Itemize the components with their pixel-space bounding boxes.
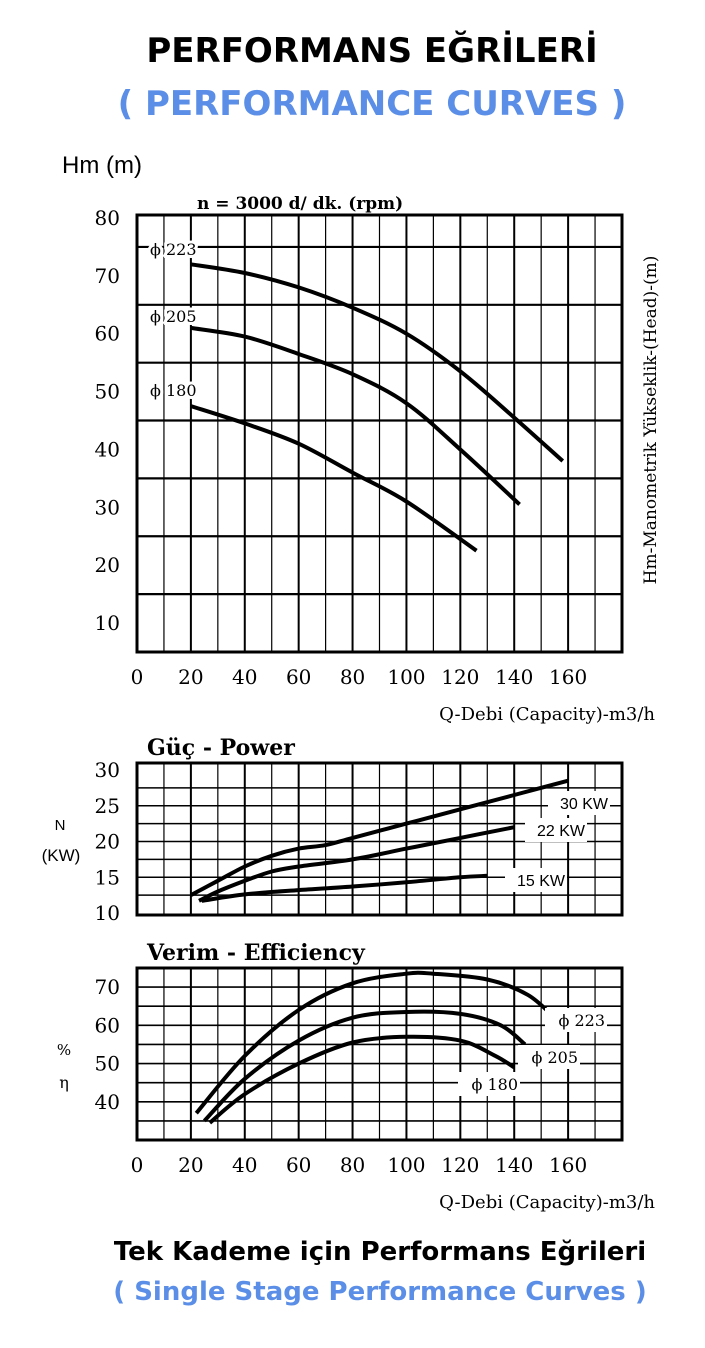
series-label-background [505,868,567,892]
y-tick-label: 30 [95,495,120,519]
series-label: 15 KW [517,873,566,890]
series-label-background [545,1008,607,1032]
power-tick-labels: 10 15 20 25 30 [95,758,120,925]
x-tick-label: 100 [387,1153,425,1177]
x-tick-label: 80 [340,665,365,689]
x-tick-label: 0 [131,665,144,689]
series-label: 22 KW [537,823,586,840]
efficiency-grid [135,966,624,1142]
series-label: ϕ 205 [150,307,197,326]
x-tick-label: 160 [549,665,587,689]
series-label-background [525,818,587,842]
series-label: ϕ 180 [471,1075,518,1094]
y-tick-label: 10 [95,611,120,635]
power-chart-title: Güç - Power [147,735,295,761]
efficiency-y-axis-label-2: η [59,1073,69,1092]
series-label-background [518,1045,580,1069]
series-line [202,1009,527,1123]
head-x-axis-label: Q-Debi (Capacity)-m3/h [439,704,655,725]
head-series: ϕ 223 ϕ 205 ϕ 180 [147,237,565,553]
x-tick-label: 40 [232,1153,257,1177]
power-y-axis-label-1: N [55,817,66,834]
y-tick-label: 20 [95,830,120,854]
x-tick-label: 120 [441,1153,479,1177]
head-tick-labels: 10 20 30 40 50 60 70 80 0 20 40 60 80 100 120 140 160 [95,206,588,689]
x-tick-label: 160 [549,1153,587,1177]
y-tick-label: 70 [95,975,120,999]
y-tick-label: 20 [95,553,120,577]
x-tick-label: 100 [387,665,425,689]
y-tick-label: 60 [95,322,120,346]
y-tick-label: 25 [95,794,120,818]
series-label: ϕ 223 [558,1011,605,1030]
y-tick-label: 60 [95,1013,120,1037]
page-title: PERFORMANS EĞRİLERİ [146,30,597,71]
x-tick-label: 0 [131,1153,144,1177]
x-tick-label: 80 [340,1153,365,1177]
series-line [189,778,569,897]
y-tick-label: 30 [95,758,120,782]
page-subtitle: ( PERFORMANCE CURVES ) [118,84,627,124]
y-tick-label: 70 [95,264,120,288]
power-series: 30 KW 22 KW 15 KW [189,778,610,903]
efficiency-tick-labels: 40 50 60 70 0 20 40 60 80 100 120 140 160 [95,975,588,1177]
series-line [201,873,488,903]
x-tick-label: 140 [495,1153,533,1177]
x-tick-label: 20 [178,1153,203,1177]
series-label: ϕ 180 [150,381,197,400]
y-tick-label: 80 [95,206,120,230]
y-tick-label: 50 [95,380,120,404]
y-tick-label: 50 [95,1052,120,1076]
y-tick-label: 40 [95,1090,120,1114]
x-tick-label: 40 [232,665,257,689]
efficiency-y-axis-label-1: % [57,1041,71,1059]
head-chart: Hm (m) n = 3000 d/ dk. (rpm) Hm-Manometr… [62,152,661,725]
series-label: 30 KW [560,796,609,813]
series-line [190,404,478,553]
x-tick-label: 120 [441,665,479,689]
footer-title: Tek Kademe için Performans Eğrileri [114,1237,646,1267]
series-label: ϕ 223 [150,240,197,259]
head-right-axis-label: Hm-Manometrik Yükseklik-(Head)-(m) [641,256,661,585]
x-tick-label: 140 [495,665,533,689]
series-line [208,1034,516,1125]
series-line [190,325,521,506]
efficiency-series: ϕ 223 ϕ 205 ϕ 180 [194,970,607,1125]
y-tick-label: 10 [95,901,120,925]
efficiency-x-axis-label: Q-Debi (Capacity)-m3/h [439,1192,655,1213]
head-grid [135,213,624,654]
series-label: ϕ 205 [531,1048,578,1067]
x-tick-label: 60 [286,665,311,689]
series-line [190,262,565,463]
head-y-axis-label: Hm (m) [62,152,142,179]
power-y-axis-label-2: (KW) [42,846,81,865]
series-label-background [548,791,610,815]
power-chart: Güç - Power N (KW) 10 15 20 25 30 30 KW 22 KW… [42,735,624,925]
x-tick-label: 60 [286,1153,311,1177]
footer-subtitle: ( Single Stage Performance Curves ) [113,1277,646,1307]
speed-label: n = 3000 d/ dk. (rpm) [197,194,403,214]
series-label-background [458,1072,520,1096]
series-line [194,970,556,1115]
efficiency-chart: Verim - Efficiency % η 40 50 60 70 0 20 40 60 80… [57,940,656,1213]
x-tick-label: 20 [178,665,203,689]
efficiency-chart-title: Verim - Efficiency [146,940,366,966]
y-tick-label: 40 [95,437,120,461]
series-line [198,825,515,903]
y-tick-label: 15 [95,865,120,889]
